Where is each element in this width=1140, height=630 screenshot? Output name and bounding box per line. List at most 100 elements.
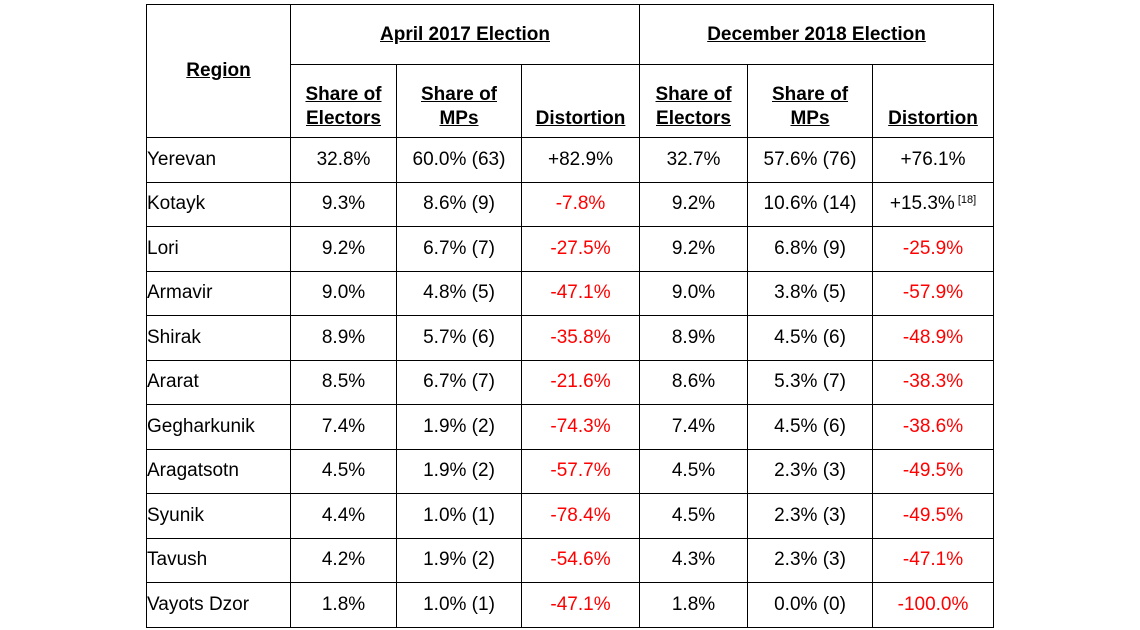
distortion-2018-cell: -47.1%: [872, 537, 995, 583]
election-distortion-table: Region April 2017 Election December 2018…: [146, 4, 995, 628]
region-cell: Aragatsotn: [146, 448, 291, 494]
table-row: Tavush 4.2% 1.9% (2) -54.6% 4.3% 2.3% (3…: [146, 537, 995, 583]
share-electors-2017-cell: 4.4%: [290, 493, 397, 539]
share-mps-2018-cell: 6.8% (9): [747, 226, 874, 272]
share-electors-2018-cell: 32.7%: [639, 137, 749, 183]
share-electors-2017-cell: 1.8%: [290, 582, 397, 628]
share-electors-2017-cell: 7.4%: [290, 404, 397, 450]
distortion-2017-cell: -57.7%: [520, 448, 641, 494]
share-mps-2018-cell: 5.3% (7): [747, 359, 874, 405]
share-mps-2018-cell: 10.6% (14): [747, 181, 874, 227]
region-cell: Yerevan: [146, 137, 291, 183]
distortion-2018-cell: -38.3%: [872, 359, 995, 405]
share-electors-2017-cell: 9.3%: [290, 181, 397, 227]
table-row: Yerevan 32.8% 60.0% (63) +82.9% 32.7% 57…: [146, 137, 995, 183]
share-mps-2018-cell: 3.8% (5): [747, 270, 874, 316]
share-mps-2017-cell: 8.6% (9): [396, 181, 522, 227]
distortion-2017-cell: -54.6%: [520, 537, 641, 583]
distortion-2017-cell: -47.1%: [520, 270, 641, 316]
region-cell: Armavir: [146, 270, 291, 316]
share-electors-header-2017: Share of Electors: [290, 64, 397, 138]
share-electors-2017-cell: 9.2%: [290, 226, 397, 272]
share-mps-2017-cell: 60.0% (63): [396, 137, 522, 183]
table-row: Ararat 8.5% 6.7% (7) -21.6% 8.6% 5.3% (7…: [146, 359, 995, 405]
share-mps-2017-cell: 6.7% (7): [396, 359, 522, 405]
region-cell: Tavush: [146, 537, 291, 583]
distortion-2018-cell: +76.1%: [872, 137, 995, 183]
header-row-columns: Share of Electors Share of MPs Distortion …: [147, 64, 995, 138]
distortion-2017-cell: -27.5%: [520, 226, 641, 272]
region-cell: Lori: [146, 226, 291, 272]
share-mps-2017-cell: 6.7% (7): [396, 226, 522, 272]
group-header-2018: December 2018 Election: [639, 4, 995, 65]
share-mps-2017-cell: 1.0% (1): [396, 493, 522, 539]
distortion-2018-cell: -100.0%: [872, 582, 995, 628]
table-row: Aragatsotn 4.5% 1.9% (2) -57.7% 4.5% 2.3…: [146, 448, 995, 494]
share-electors-2017-cell: 8.5%: [290, 359, 397, 405]
distortion-2018-cell: -38.6%: [872, 404, 995, 450]
share-mps-header-2017: Share of MPs: [396, 64, 522, 138]
region-header: Region: [146, 4, 291, 138]
share-electors-2018-cell: 1.8%: [639, 582, 749, 628]
share-mps-header-2018: Share of MPs: [747, 64, 874, 138]
distortion-2017-cell: -74.3%: [520, 404, 641, 450]
share-electors-header-2018: Share of Electors: [639, 64, 749, 138]
share-mps-2018-cell: 4.5% (6): [747, 404, 874, 450]
table-row: Armavir 9.0% 4.8% (5) -47.1% 9.0% 3.8% (…: [146, 270, 995, 316]
distortion-header-2018: Distortion: [872, 64, 995, 138]
region-cell: Ararat: [146, 359, 291, 405]
share-mps-2017-cell: 1.0% (1): [396, 582, 522, 628]
region-cell: Syunik: [146, 493, 291, 539]
distortion-2017-cell: -35.8%: [520, 315, 641, 361]
table-row: Lori 9.2% 6.7% (7) -27.5% 9.2% 6.8% (9) …: [146, 226, 995, 272]
share-electors-2018-cell: 4.5%: [639, 493, 749, 539]
share-mps-2017-cell: 4.8% (5): [396, 270, 522, 316]
share-mps-2017-cell: 1.9% (2): [396, 404, 522, 450]
header-row-groups: Region April 2017 Election December 2018…: [146, 4, 995, 138]
distortion-2017-cell: -21.6%: [520, 359, 641, 405]
share-mps-2017-cell: 1.9% (2): [396, 448, 522, 494]
share-mps-2018-cell: 2.3% (3): [747, 493, 874, 539]
share-electors-2018-cell: 7.4%: [639, 404, 749, 450]
share-mps-2017-cell: 1.9% (2): [396, 537, 522, 583]
share-electors-2018-cell: 4.5%: [639, 448, 749, 494]
distortion-2018-cell: -25.9%: [872, 226, 995, 272]
share-electors-2017-cell: 32.8%: [290, 137, 397, 183]
share-electors-2018-cell: 8.9%: [639, 315, 749, 361]
region-cell: Kotayk: [146, 181, 291, 227]
distortion-2018-cell: -49.5%: [872, 493, 995, 539]
share-mps-2018-cell: 57.6% (76): [747, 137, 874, 183]
share-mps-2018-cell: 4.5% (6): [747, 315, 874, 361]
table-row: Vayots Dzor 1.8% 1.0% (1) -47.1% 1.8% 0.…: [146, 582, 995, 628]
table-row: Kotayk 9.3% 8.6% (9) -7.8% 9.2% 10.6% (1…: [146, 181, 995, 227]
share-mps-2018-cell: 2.3% (3): [747, 537, 874, 583]
distortion-header-2017: Distortion: [520, 64, 641, 138]
share-electors-2018-cell: 9.2%: [639, 181, 749, 227]
distortion-2018-cell: -49.5%: [872, 448, 995, 494]
share-electors-2017-cell: 4.2%: [290, 537, 397, 583]
share-electors-2018-cell: 8.6%: [639, 359, 749, 405]
distortion-2018-cell: -48.9%: [872, 315, 995, 361]
distortion-2017-cell: -47.1%: [520, 582, 641, 628]
distortion-2018-cell: +15.3% [18]: [872, 181, 995, 227]
region-cell: Gegharkunik: [146, 404, 291, 450]
share-electors-2017-cell: 9.0%: [290, 270, 397, 316]
footnote-reference-link[interactable]: [18]: [957, 194, 977, 207]
table-row: Gegharkunik 7.4% 1.9% (2) -74.3% 7.4% 4.…: [146, 404, 995, 450]
share-electors-2017-cell: 4.5%: [290, 448, 397, 494]
table-row: Shirak 8.9% 5.7% (6) -35.8% 8.9% 4.5% (6…: [146, 315, 995, 361]
distortion-2018-cell: -57.9%: [872, 270, 995, 316]
distortion-2017-cell: +82.9%: [520, 137, 641, 183]
share-electors-2018-cell: 9.2%: [639, 226, 749, 272]
table-row: Syunik 4.4% 1.0% (1) -78.4% 4.5% 2.3% (3…: [146, 493, 995, 539]
share-mps-2017-cell: 5.7% (6): [396, 315, 522, 361]
distortion-2017-cell: -78.4%: [520, 493, 641, 539]
share-electors-2018-cell: 4.3%: [639, 537, 749, 583]
share-mps-2018-cell: 2.3% (3): [747, 448, 874, 494]
share-electors-2018-cell: 9.0%: [639, 270, 749, 316]
share-electors-2017-cell: 8.9%: [290, 315, 397, 361]
region-cell: Vayots Dzor: [146, 582, 291, 628]
region-cell: Shirak: [146, 315, 291, 361]
distortion-2017-cell: -7.8%: [520, 181, 641, 227]
group-header-2017: April 2017 Election: [289, 4, 641, 65]
